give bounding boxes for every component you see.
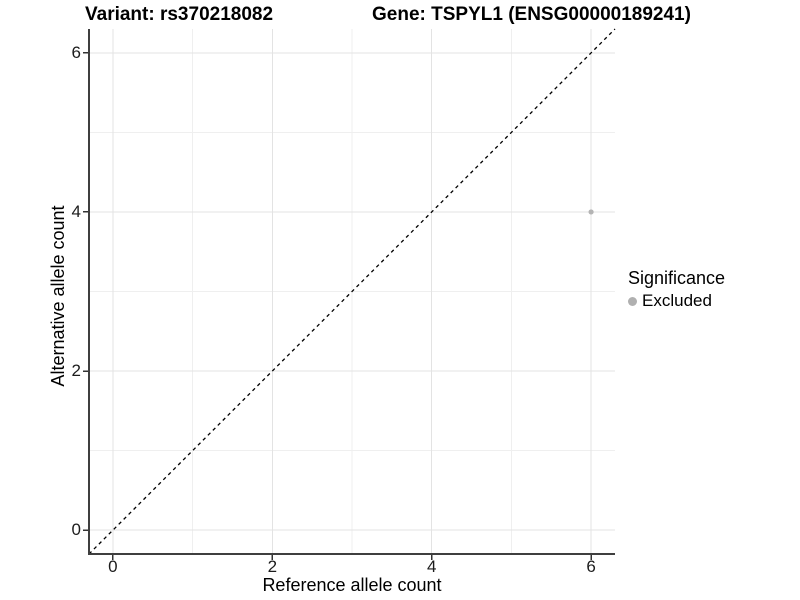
x-axis-title: Reference allele count xyxy=(262,575,442,595)
y-tick-label: 6 xyxy=(71,42,81,62)
y-tick-label: 0 xyxy=(71,520,81,540)
legend-item-label: Excluded xyxy=(642,291,712,310)
identity-dashed-line xyxy=(88,28,616,555)
data-point xyxy=(588,209,594,215)
y-tick-label: 2 xyxy=(71,361,81,381)
legend-title: Significance xyxy=(628,268,726,288)
legend-point-icon xyxy=(628,296,637,306)
x-tick-label: 4 xyxy=(426,557,437,576)
legend-item-excluded: Excluded xyxy=(628,291,725,311)
y-tick-label: 4 xyxy=(71,201,81,221)
variant-title: Variant: rs370218082 xyxy=(85,4,274,25)
x-tick-label: 6 xyxy=(586,557,596,576)
x-tick-label: 2 xyxy=(267,557,278,576)
gene-title: Gene: TSPYL1 (ENSG00000189241) xyxy=(372,4,691,25)
legend: Significance Excluded xyxy=(628,268,725,311)
x-tick-label: 0 xyxy=(108,557,118,576)
